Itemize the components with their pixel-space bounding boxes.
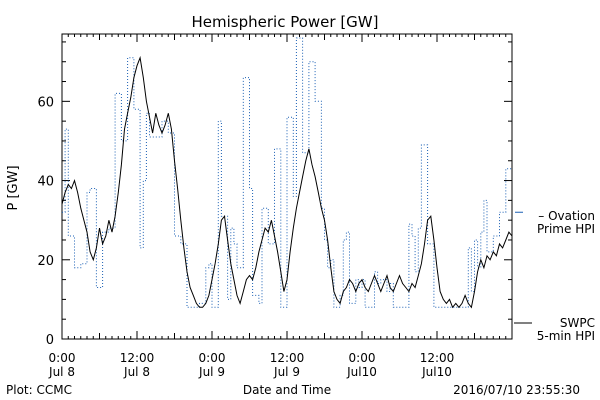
- x-tick-date-label: Jul 8: [123, 365, 150, 379]
- plot-frame: [61, 33, 513, 340]
- y-axis-label: P [GW]: [6, 165, 21, 210]
- y-tick-label: 40: [37, 175, 54, 190]
- x-tick-time-label: 12:00: [420, 351, 455, 365]
- x-tick-date-label: Jul10: [346, 365, 377, 379]
- x-tick-time-label: 0:00: [199, 351, 226, 365]
- legend-label-ovation: Prime HPI: [537, 222, 595, 236]
- x-axis-label: Date and Time: [243, 383, 331, 397]
- x-tick-date-label: Jul 9: [198, 365, 225, 379]
- legend-label-ovation: – Ovation: [538, 209, 595, 223]
- x-tick-time-label: 12:00: [120, 351, 155, 365]
- y-axis: 0 20 40 60: [37, 41, 512, 348]
- x-tick-date-label: Jul 8: [48, 365, 75, 379]
- x-tick-date-label: Jul 9: [273, 365, 300, 379]
- plot-credit: Plot: CCMC: [6, 383, 72, 397]
- x-tick-date-label: Jul10: [421, 365, 452, 379]
- x-tick-time-label: 0:00: [349, 351, 376, 365]
- series-line-swpc: [61, 55, 513, 309]
- legend-label-swpc: 5-min HPI: [537, 329, 595, 343]
- timestamp: 2016/07/10 23:55:30: [453, 383, 580, 397]
- x-tick-time-label: 0:00: [49, 351, 76, 365]
- legend-label-swpc: SWPC: [560, 316, 595, 330]
- y-tick-label: 0: [46, 333, 54, 348]
- series-ovation-prime-hpi: [62, 37, 512, 308]
- x-tick-time-label: 12:00: [270, 351, 305, 365]
- series-line-ovation: [62, 37, 512, 308]
- y-tick-label: 60: [37, 95, 54, 110]
- chart-title: Hemispheric Power [GW]: [192, 13, 379, 31]
- y-tick-label: 20: [37, 254, 54, 269]
- series-swpc-5min-hpi: [61, 55, 513, 309]
